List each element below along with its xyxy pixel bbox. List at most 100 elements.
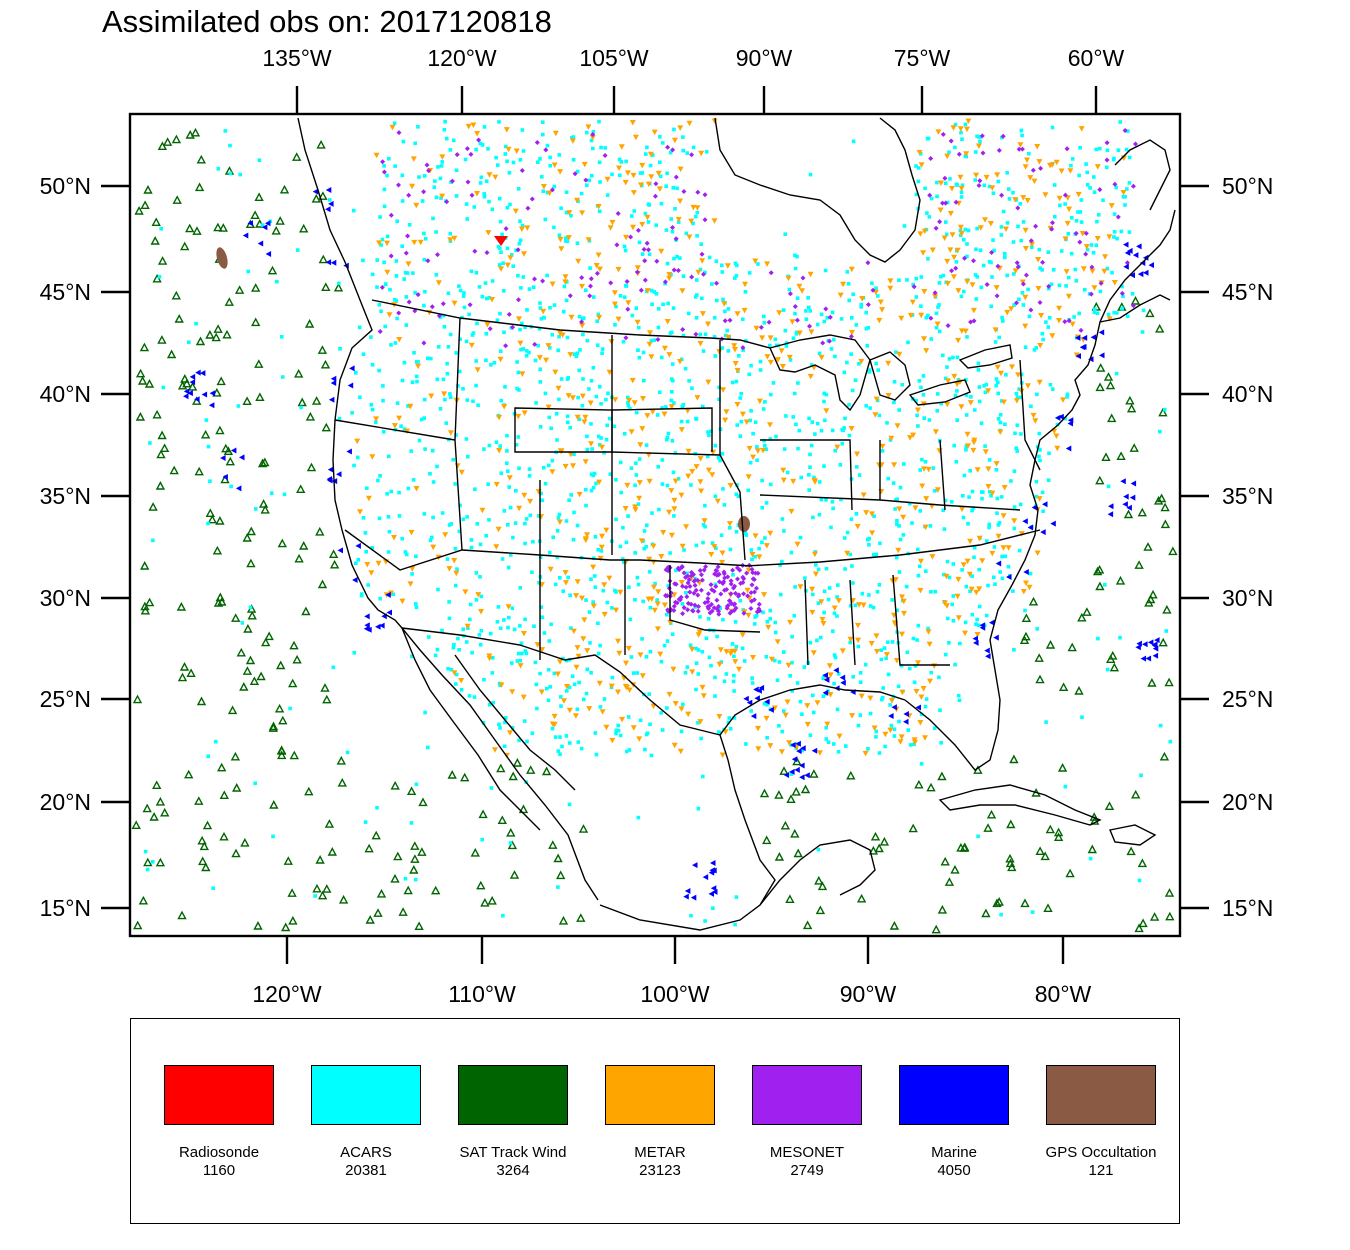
acars-ob [1012, 303, 1016, 307]
acars-ob [747, 372, 752, 377]
mesonet-ob [1033, 223, 1039, 229]
acars-ob [466, 454, 470, 459]
acars-ob [1027, 151, 1031, 156]
map-line [939, 439, 946, 511]
acars-ob [760, 478, 764, 483]
acars-ob [206, 444, 211, 449]
metar-ob [388, 590, 394, 596]
acars-ob [559, 206, 563, 210]
acars-ob [386, 550, 391, 554]
metar-ob [731, 343, 738, 349]
mesonet-ob [709, 587, 715, 593]
acars-ob [701, 540, 705, 545]
sat-track-wind-ob [1130, 296, 1141, 305]
acars-ob [461, 387, 465, 391]
acars-ob [867, 543, 871, 547]
sat-track-wind-ob [376, 888, 387, 898]
acars-ob [464, 640, 469, 644]
acars-ob [148, 441, 152, 445]
acars-ob [854, 512, 859, 516]
acars-ob [565, 689, 569, 693]
mesonet-ob [1014, 300, 1019, 306]
acars-ob [1049, 282, 1054, 286]
acars-ob [404, 295, 409, 299]
metar-ob [569, 395, 576, 401]
metar-ob [796, 283, 803, 290]
metar-ob [655, 170, 662, 177]
acars-ob [733, 261, 738, 266]
acars-ob [808, 452, 812, 457]
acars-ob [486, 482, 490, 486]
acars-ob [531, 285, 536, 289]
acars-ob [975, 226, 979, 231]
metar-ob [810, 650, 817, 656]
acars-ob [491, 656, 495, 660]
metar-ob [1069, 321, 1076, 328]
acars-ob [651, 153, 655, 157]
sat-track-wind-ob [846, 770, 856, 780]
acars-ob [994, 468, 999, 472]
acars-ob [712, 316, 717, 320]
mesonet-ob [724, 603, 730, 609]
acars-ob [842, 370, 847, 375]
metar-ob [567, 352, 574, 358]
sat-track-wind-ob [156, 449, 166, 459]
acars-ob [680, 602, 685, 606]
acars-ob [790, 689, 794, 693]
acars-ob [527, 350, 531, 355]
acars-ob [518, 238, 523, 242]
acars-ob [1119, 229, 1124, 234]
metar-ob [657, 651, 664, 658]
sat-track-wind-ob [185, 130, 195, 139]
acars-ob [515, 659, 520, 663]
acars-ob [987, 522, 992, 527]
acars-ob [393, 341, 398, 345]
mesonet-ob [689, 152, 695, 158]
acars-ob [758, 368, 763, 372]
mesonet-ob [406, 192, 412, 198]
metar-ob [949, 186, 955, 192]
acars-ob [660, 406, 664, 410]
acars-ob [706, 430, 710, 434]
metar-ob [540, 308, 547, 315]
metar-ob [630, 172, 637, 179]
metar-ob [910, 432, 917, 439]
acars-ob [788, 358, 793, 362]
acars-ob [497, 263, 502, 267]
metar-ob [373, 152, 380, 159]
acars-ob [977, 399, 982, 404]
acars-ob [798, 535, 803, 540]
acars-ob [880, 449, 885, 453]
sat-track-wind-ob [322, 884, 332, 893]
acars-ob [528, 513, 533, 518]
acars-ob [977, 567, 981, 572]
metar-ob [579, 210, 586, 216]
acars-ob [618, 544, 623, 549]
acars-ob [939, 274, 943, 279]
right-lat-label: 20°N [1222, 789, 1273, 815]
acars-ob [822, 610, 826, 615]
mesonet-ob [692, 582, 698, 588]
acars-ob [1093, 307, 1097, 311]
acars-ob [849, 517, 854, 521]
acars-ob [900, 382, 904, 387]
metar-ob [538, 689, 545, 695]
metar-ob [993, 285, 1000, 291]
acars-ob [1038, 448, 1042, 452]
gps-occultation-ob [738, 516, 750, 532]
acars-ob [822, 319, 827, 324]
metar-ob [697, 341, 704, 347]
sat-track-wind-ob [232, 783, 242, 792]
marine-ob [1050, 520, 1056, 527]
acars-ob [647, 692, 651, 696]
acars-ob [549, 426, 553, 431]
marine-ob [756, 687, 762, 694]
acars-ob [895, 518, 899, 523]
acars-ob [407, 223, 412, 227]
metar-ob [811, 551, 818, 558]
acars-ob [161, 385, 166, 390]
sat-track-wind-ob [950, 864, 960, 874]
acars-ob [454, 194, 459, 198]
metar-ob [552, 130, 559, 137]
acars-ob [778, 563, 782, 567]
